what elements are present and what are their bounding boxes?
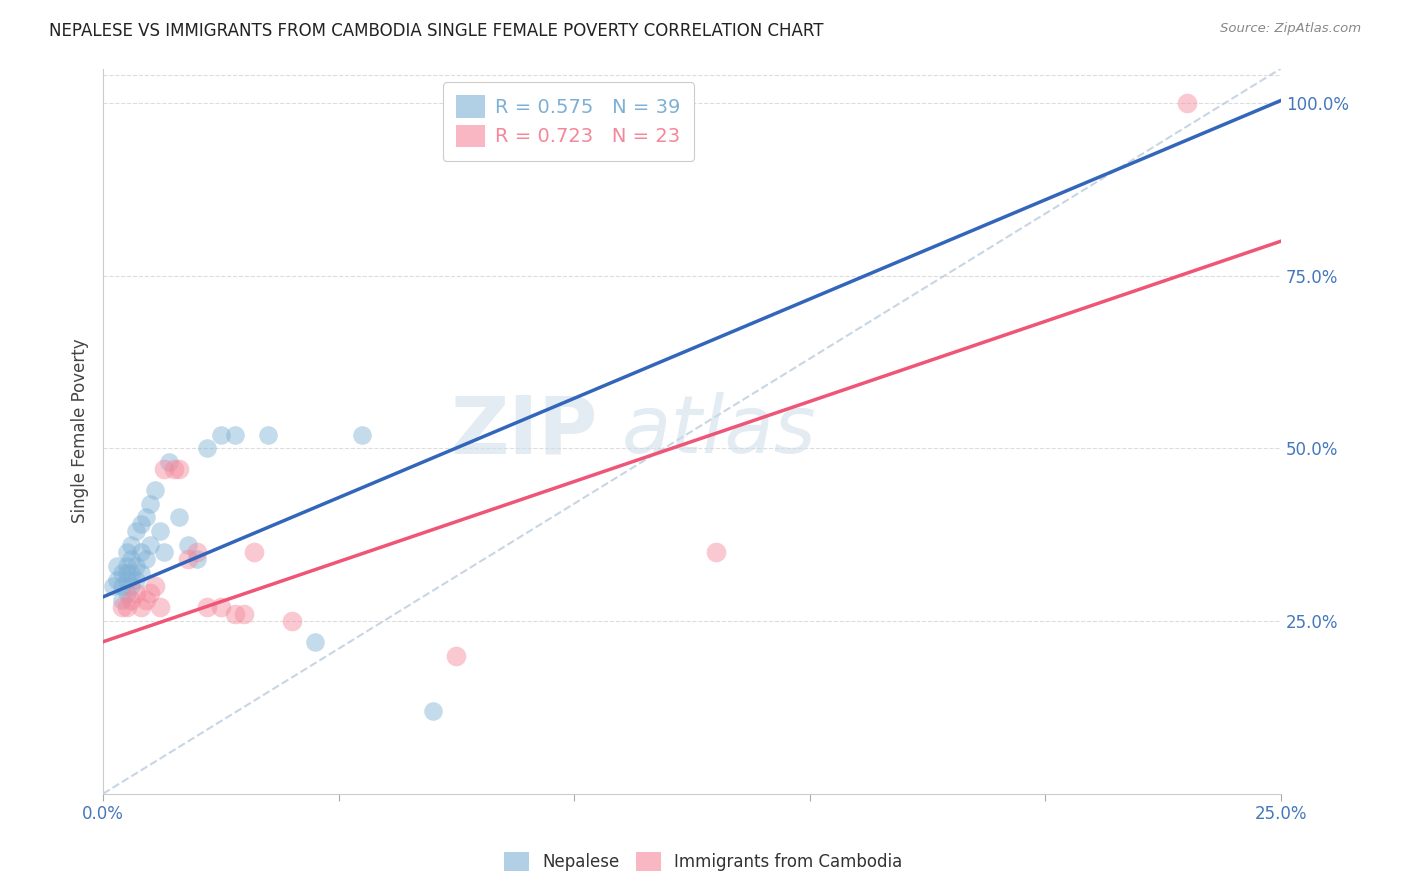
- Point: [177, 552, 200, 566]
- Point: [111, 600, 134, 615]
- Point: [115, 586, 138, 600]
- Point: [120, 593, 142, 607]
- Point: [101, 579, 124, 593]
- Point: [1175, 96, 1198, 111]
- Point: [195, 600, 218, 615]
- Point: [157, 455, 180, 469]
- Point: [139, 497, 162, 511]
- Point: [304, 634, 326, 648]
- Point: [163, 462, 186, 476]
- Point: [135, 510, 157, 524]
- Point: [195, 442, 218, 456]
- Point: [139, 538, 162, 552]
- Text: Source: ZipAtlas.com: Source: ZipAtlas.com: [1220, 22, 1361, 36]
- Point: [125, 573, 148, 587]
- Point: [129, 517, 152, 532]
- Point: [125, 586, 148, 600]
- Point: [115, 558, 138, 573]
- Point: [257, 427, 280, 442]
- Point: [280, 614, 302, 628]
- Point: [111, 566, 134, 580]
- Point: [111, 579, 134, 593]
- Point: [149, 600, 172, 615]
- Point: [120, 538, 142, 552]
- Point: [186, 545, 208, 559]
- Point: [135, 552, 157, 566]
- Point: [120, 579, 142, 593]
- Point: [125, 524, 148, 539]
- Point: [153, 545, 176, 559]
- Point: [704, 545, 727, 559]
- Point: [115, 600, 138, 615]
- Point: [135, 593, 157, 607]
- Point: [129, 545, 152, 559]
- Point: [120, 552, 142, 566]
- Point: [143, 483, 166, 497]
- Point: [129, 600, 152, 615]
- Point: [129, 566, 152, 580]
- Text: atlas: atlas: [621, 392, 815, 470]
- Point: [167, 462, 190, 476]
- Point: [149, 524, 172, 539]
- Point: [115, 573, 138, 587]
- Point: [105, 573, 128, 587]
- Point: [177, 538, 200, 552]
- Text: ZIP: ZIP: [450, 392, 598, 470]
- Point: [352, 427, 374, 442]
- Point: [167, 510, 190, 524]
- Legend: R = 0.575   N = 39, R = 0.723   N = 23: R = 0.575 N = 39, R = 0.723 N = 23: [443, 82, 695, 161]
- Point: [120, 566, 142, 580]
- Point: [111, 593, 134, 607]
- Point: [446, 648, 468, 663]
- Point: [115, 545, 138, 559]
- Point: [209, 600, 232, 615]
- Point: [209, 427, 232, 442]
- Legend: Nepalese, Immigrants from Cambodia: Nepalese, Immigrants from Cambodia: [495, 843, 911, 880]
- Text: NEPALESE VS IMMIGRANTS FROM CAMBODIA SINGLE FEMALE POVERTY CORRELATION CHART: NEPALESE VS IMMIGRANTS FROM CAMBODIA SIN…: [49, 22, 824, 40]
- Point: [224, 607, 246, 621]
- Point: [105, 558, 128, 573]
- Point: [422, 704, 444, 718]
- Point: [153, 462, 176, 476]
- Y-axis label: Single Female Poverty: Single Female Poverty: [72, 339, 89, 524]
- Point: [186, 552, 208, 566]
- Point: [143, 579, 166, 593]
- Point: [224, 427, 246, 442]
- Point: [125, 558, 148, 573]
- Point: [243, 545, 266, 559]
- Point: [233, 607, 256, 621]
- Point: [115, 566, 138, 580]
- Point: [139, 586, 162, 600]
